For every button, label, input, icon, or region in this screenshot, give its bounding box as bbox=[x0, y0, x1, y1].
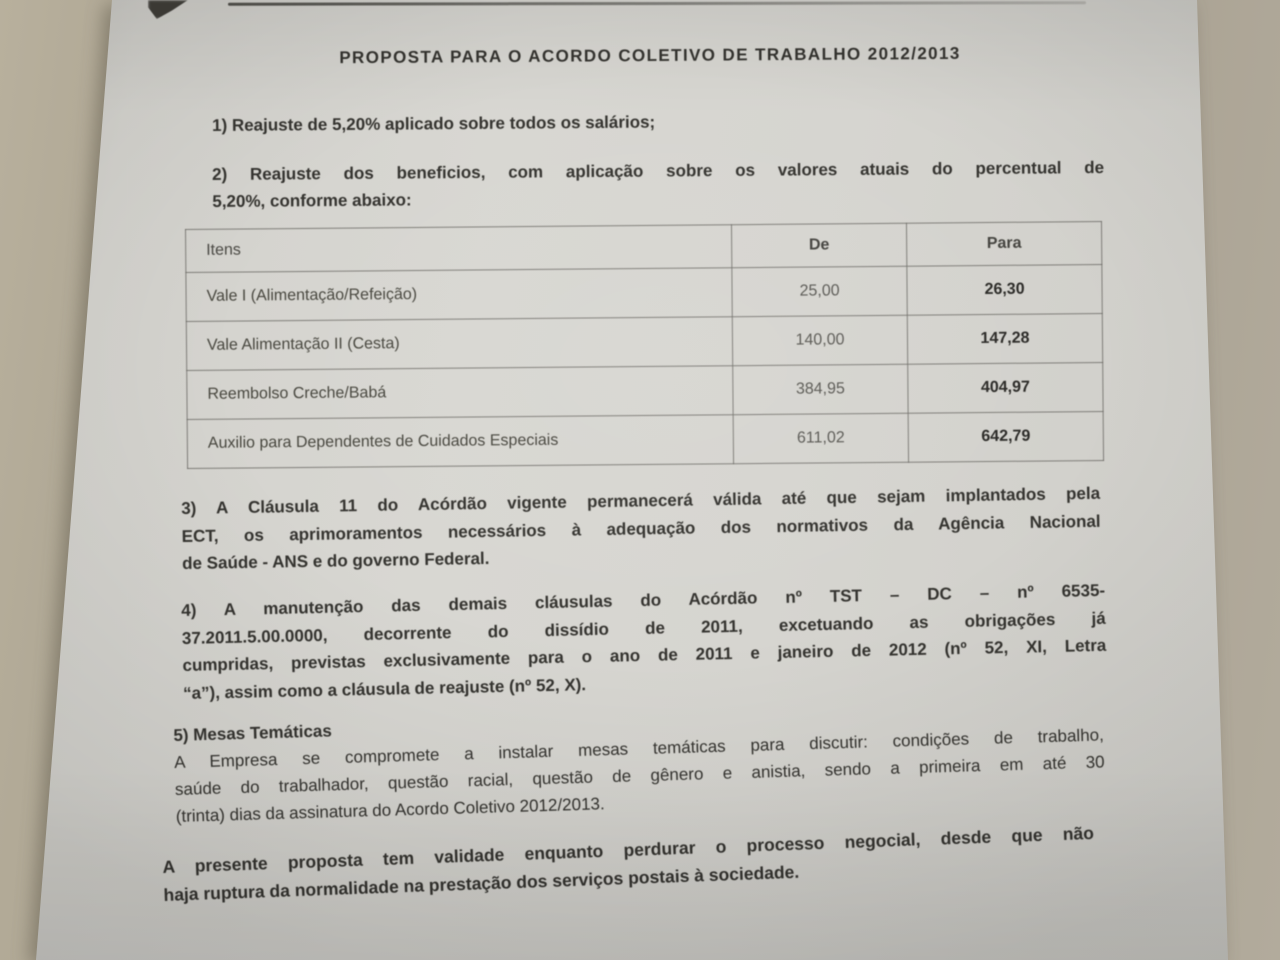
table-row: Reembolso Creche/Babá 384,95 404,97 bbox=[186, 362, 1104, 420]
benefit-old-value: 140,00 bbox=[732, 315, 908, 366]
clause-1-line: 1) Reajuste de 5,20% aplicado sobre todo… bbox=[212, 112, 656, 135]
benefit-name: Vale I (Alimentação/Refeição) bbox=[185, 267, 733, 322]
benefit-old-value: 611,02 bbox=[733, 413, 909, 464]
clause-5: 5) Mesas Temáticas A Empresa se comprome… bbox=[173, 694, 1106, 830]
benefit-name: Reembolso Creche/Babá bbox=[186, 365, 734, 420]
clause-3: 3) A Cláusula 11 do Acórdão vigente perm… bbox=[181, 480, 1101, 578]
table-row: Vale I (Alimentação/Refeição) 25,00 26,3… bbox=[185, 264, 1103, 322]
table-row: Vale Alimentação II (Cesta) 140,00 147,2… bbox=[186, 313, 1103, 371]
benefit-new-value: 26,30 bbox=[906, 264, 1103, 316]
clause-1: 1) Reajuste de 5,20% aplicado sobre todo… bbox=[212, 111, 872, 136]
top-edge-line bbox=[227, 1, 1087, 6]
benefits-table: Itens De Para Vale I (Alimentação/Refeiç… bbox=[185, 221, 1104, 469]
dark-corner-mark bbox=[148, 0, 188, 19]
benefit-name: Auxilio para Dependentes de Cuidados Esp… bbox=[187, 414, 734, 469]
benefit-new-value: 404,97 bbox=[907, 362, 1104, 414]
column-header-itens: Itens bbox=[185, 224, 732, 273]
column-header-de: De bbox=[731, 223, 907, 268]
table-row: Auxilio para Dependentes de Cuidados Esp… bbox=[187, 411, 1104, 469]
clause-2: 2) Reajuste dos beneficios, com aplicaçã… bbox=[212, 154, 1104, 215]
column-header-para: Para bbox=[906, 221, 1102, 267]
benefit-new-value: 147,28 bbox=[907, 313, 1103, 365]
document-title: PROPOSTA PARA O ACORDO COLETIVO DE TRABA… bbox=[339, 43, 961, 68]
clause-4: 4) A manutenção das demais cláusulas do … bbox=[181, 577, 1107, 707]
benefit-name: Vale Alimentação II (Cesta) bbox=[186, 316, 733, 371]
benefit-old-value: 384,95 bbox=[732, 364, 909, 415]
closing-paragraph: A presente proposta tem validade enquant… bbox=[162, 819, 1095, 909]
benefit-old-value: 25,00 bbox=[731, 266, 908, 317]
clause-2-line: 5,20%, conforme abaixo: bbox=[212, 190, 412, 211]
benefit-new-value: 642,79 bbox=[908, 411, 1104, 463]
